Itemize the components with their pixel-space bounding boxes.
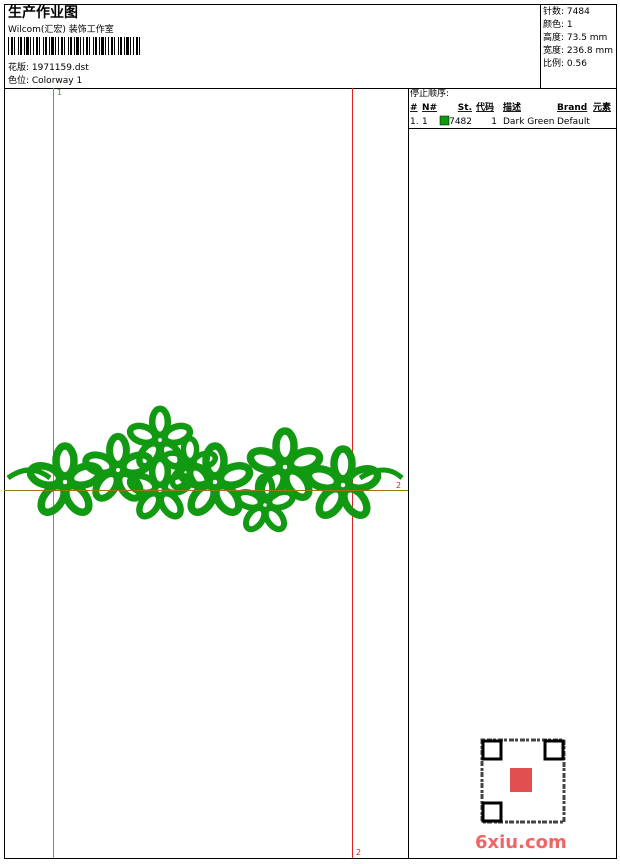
column-header: 元素 [593, 101, 611, 113]
column-header: 代码 [475, 101, 494, 113]
watermark: 6xiu.com [475, 832, 567, 853]
column-header: # [410, 103, 418, 113]
cell: 7482 [449, 117, 472, 127]
column-header: St. [458, 103, 472, 113]
title: 生产作业图 [8, 4, 78, 21]
qr-code [480, 738, 566, 824]
color-swatch [439, 115, 450, 126]
colorway: 色位: Colorway 1 [8, 74, 82, 86]
stat: 颜色: 1 [543, 18, 573, 30]
stat: 针数: 7484 [543, 5, 590, 17]
company: Wilcom(汇宏) 装饰工作室 [8, 23, 114, 35]
stat: 高度: 73.5 mm [543, 31, 607, 43]
marker: 2 [396, 481, 401, 490]
column-header: Brand [557, 103, 587, 113]
design: 花版: 1971159.dst [8, 61, 89, 73]
border [4, 4, 617, 859]
cell: 1. [410, 117, 419, 127]
column-header: 描述 [503, 101, 521, 113]
stop-title: 停止顺序: [410, 87, 449, 99]
cell: 1 [422, 117, 428, 127]
cell: Default [557, 117, 590, 127]
marker: 1 [57, 88, 62, 97]
cell: Dark Green [503, 117, 554, 127]
column-header: N# [422, 103, 437, 113]
stat: 宽度: 236.8 mm [543, 44, 613, 56]
cell: 1 [491, 117, 497, 127]
stat: 比例: 0.56 [543, 57, 587, 69]
marker: 2 [356, 848, 361, 857]
embroidery [6, 409, 404, 533]
